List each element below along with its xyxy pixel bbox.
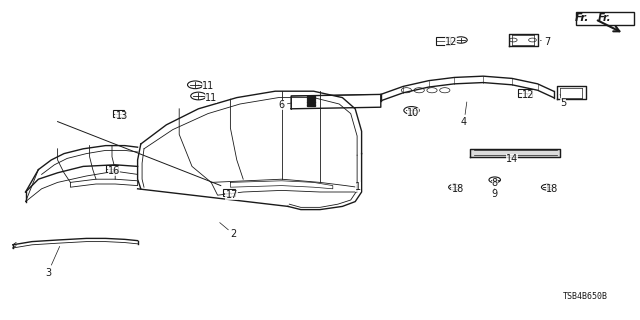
Text: 16: 16 — [108, 166, 120, 176]
Bar — [307, 101, 315, 103]
Text: 14: 14 — [506, 154, 518, 164]
Text: 7: 7 — [540, 36, 550, 47]
Text: 12: 12 — [445, 37, 458, 47]
Text: 3: 3 — [45, 246, 60, 278]
Text: 6: 6 — [278, 100, 292, 110]
Polygon shape — [470, 149, 560, 157]
Text: Fr.: Fr. — [598, 13, 612, 23]
FancyBboxPatch shape — [576, 12, 634, 25]
Text: 2: 2 — [220, 223, 237, 239]
Text: 13: 13 — [115, 111, 128, 121]
Text: 10: 10 — [406, 108, 419, 118]
Text: 11: 11 — [198, 81, 214, 92]
Text: 18: 18 — [545, 184, 558, 195]
Text: 4: 4 — [461, 102, 467, 127]
Text: 17: 17 — [225, 189, 238, 200]
Text: TSB4B650B: TSB4B650B — [563, 292, 608, 301]
Bar — [307, 99, 315, 100]
Text: Fr.: Fr. — [574, 13, 589, 23]
Text: 18: 18 — [451, 184, 464, 195]
Text: 1: 1 — [355, 182, 362, 192]
Text: 9: 9 — [492, 188, 498, 199]
Bar — [518, 90, 532, 97]
Bar — [113, 110, 124, 117]
Bar — [307, 96, 315, 98]
Bar — [436, 37, 450, 45]
Text: 11: 11 — [201, 92, 218, 103]
Text: 5: 5 — [560, 94, 566, 108]
Bar — [106, 165, 118, 172]
Bar — [307, 104, 315, 106]
Text: 12: 12 — [522, 90, 534, 100]
Bar — [223, 189, 235, 196]
Text: 8: 8 — [492, 178, 498, 188]
